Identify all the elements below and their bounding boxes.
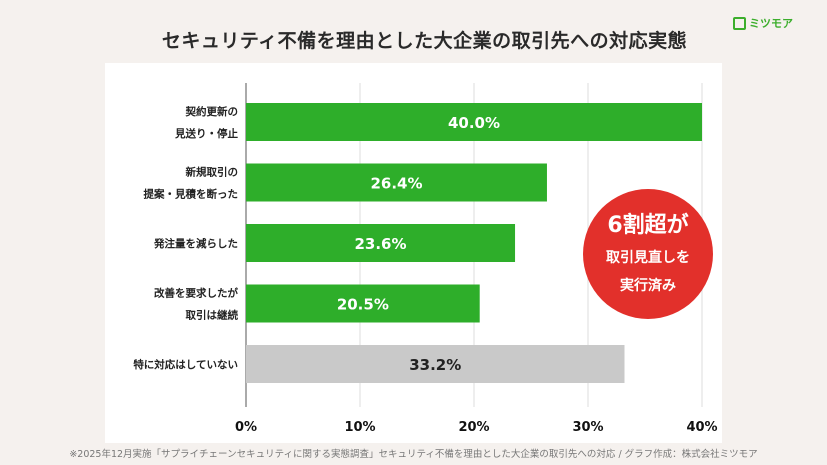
x-tick-label: 40% [686,420,717,435]
logo-text: ミツモア [749,17,793,30]
x-tick-label: 30% [572,420,603,435]
badge-line-2: 取引見直しを [606,250,690,266]
data-label: 23.6% [354,235,406,253]
footnote: ※2025年12月実施「サプライチェーンセキュリティに関する実態調査」セキュリテ… [69,449,758,460]
x-tick-label: 10% [344,420,375,435]
bar [246,103,702,141]
badge-line-1: 6割超が [607,213,689,238]
category-label: 改善を要求したが [154,287,238,300]
category-label: 新規取引の [186,166,239,179]
data-label: 40.0% [448,114,500,132]
data-label: 26.4% [370,175,422,193]
logo-icon [733,16,746,30]
bar [246,345,625,383]
x-tick-label: 0% [235,420,257,435]
category-label: 特に対応はしていない [133,358,238,371]
badge-line-3: 実行済み [620,278,676,294]
category-label: 契約更新の [185,105,239,118]
bar [246,224,516,262]
data-label: 20.5% [337,296,389,314]
category-label: 取引は継続 [186,309,239,322]
category-label: 見送り・停止 [174,127,238,140]
category-label: 発注量を減らした [153,237,238,250]
data-label: 33.2% [409,356,461,374]
chart-title: セキュリティ不備を理由とした大企業の取引先への対応実態 [161,30,688,52]
category-label: 提案・見積を断った [144,188,239,201]
x-tick-label: 20% [458,420,489,435]
bar [246,284,480,323]
brand-logo: ミツモア [733,15,793,31]
highlight-badge: 6割超が 取引見直しを 実行済み [583,189,713,319]
bar [246,163,547,202]
